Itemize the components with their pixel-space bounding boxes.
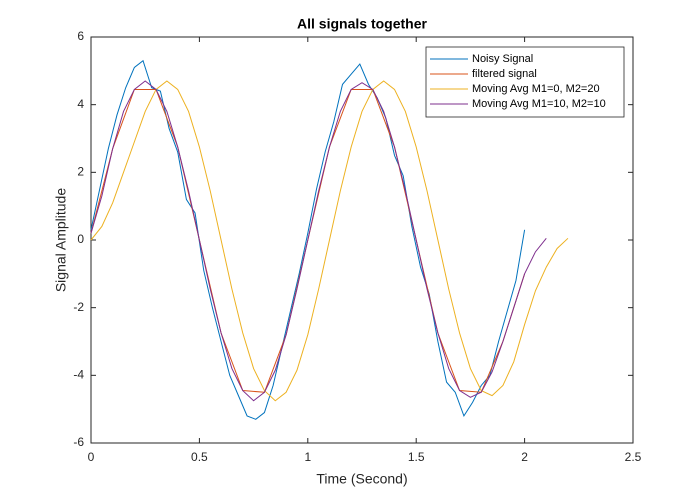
y-tick-label: 4 [77,97,84,111]
series-line [90,80,547,402]
x-tick-label: 2.5 [625,450,642,464]
x-tick-label: 0 [88,450,95,464]
y-axis-label: Signal Amplitude [53,188,69,293]
x-tick-label: 2 [521,450,528,464]
legend-label: Moving Avg M1=10, M2=10 [472,98,606,110]
chart-title: All signals together [297,16,427,32]
x-axis-label: Time (Second) [316,471,407,487]
legend: Noisy Signal filtered signal Moving Avg M1… [425,46,625,118]
y-tick-label: 2 [77,165,84,179]
x-tick-label: 0.5 [191,450,208,464]
y-tick-label: 0 [77,232,84,246]
y-tick-label: 6 [77,29,84,43]
legend-label: Moving Avg M1=0, M2=20 [472,83,600,95]
x-tick-label: 1 [304,450,311,464]
x-tick-label: 1.5 [408,450,425,464]
y-tick-label: -6 [73,435,84,449]
series-line [90,80,569,402]
y-tick-label: -4 [73,368,84,382]
legend-label: Noisy Signal [472,53,533,65]
y-tick-label: -2 [73,300,84,314]
legend-label: filtered signal [472,68,537,80]
